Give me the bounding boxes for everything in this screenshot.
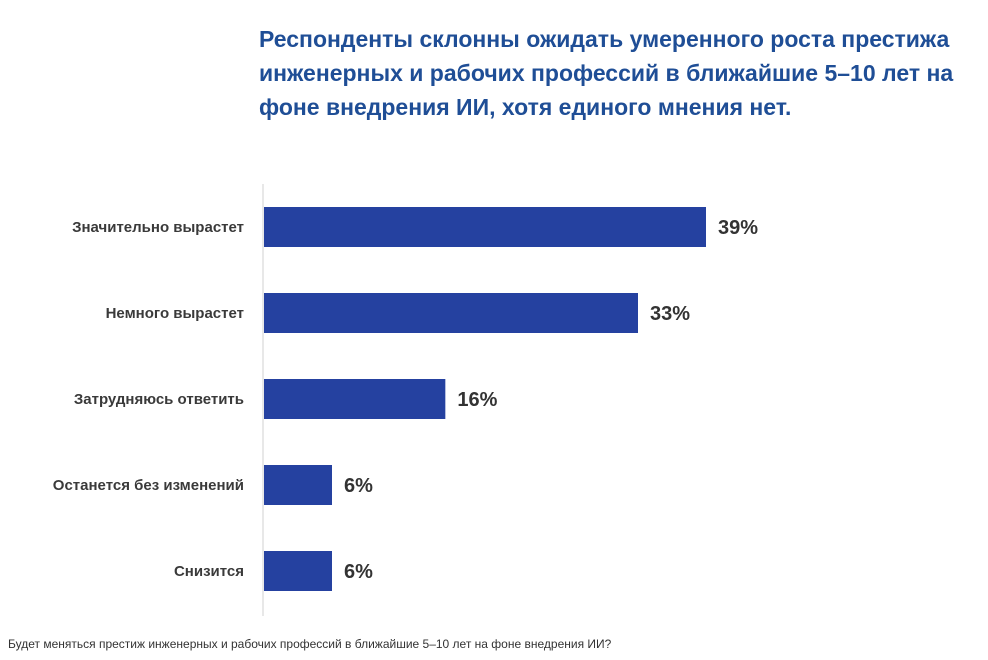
bar — [264, 551, 332, 591]
bar — [264, 465, 332, 505]
chart-title: Респонденты склонны ожидать умеренного р… — [259, 26, 954, 120]
category-label: Немного вырастет — [106, 305, 244, 322]
category-label: Затрудняюсь ответить — [74, 391, 244, 408]
category-label: Снизится — [174, 563, 244, 580]
value-label: 6% — [344, 561, 373, 583]
value-label: 39% — [718, 217, 758, 239]
bar — [264, 379, 446, 419]
survey-question-footnote: Будет меняться престиж инженерных и рабо… — [8, 637, 612, 651]
value-label: 6% — [344, 475, 373, 497]
bar-chart: Значительно вырастет 39% Немного вырастет 3… — [53, 184, 758, 616]
value-label: 33% — [650, 303, 690, 325]
category-label: Останется без изменений — [53, 477, 244, 494]
value-label: 16% — [457, 389, 497, 411]
bar — [264, 207, 706, 247]
bar — [264, 293, 638, 333]
category-label: Значительно вырастет — [72, 219, 244, 236]
bars-layer: Значительно вырастет 39% Немного вырастет 3… — [53, 207, 758, 591]
